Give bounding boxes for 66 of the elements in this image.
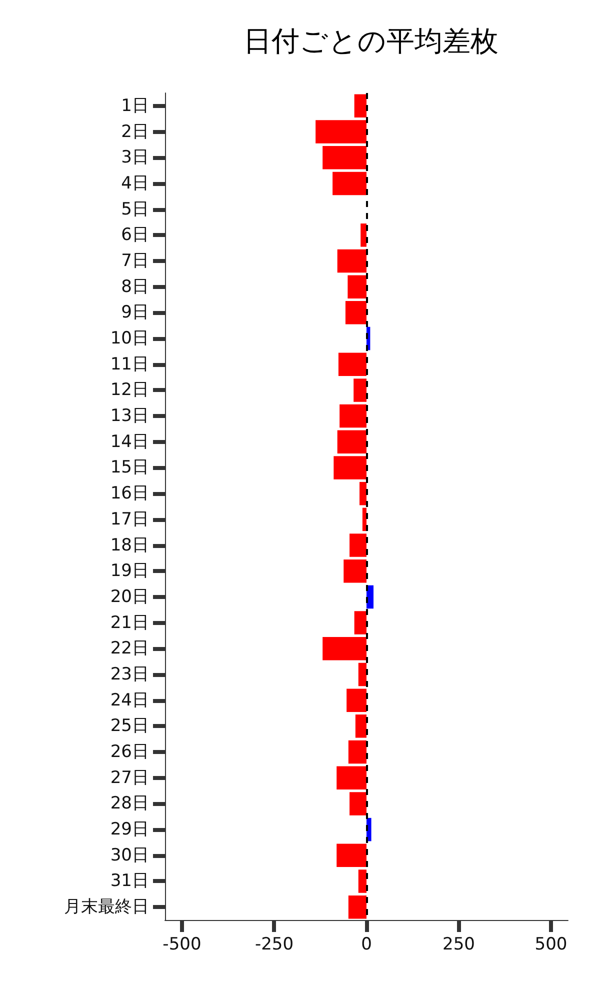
bar	[354, 378, 366, 402]
y-tick-label: 11日	[110, 354, 149, 374]
y-tick-label: 10日	[110, 328, 149, 349]
bar	[359, 482, 366, 506]
bar	[346, 688, 366, 712]
y-tick-label: 6日	[121, 225, 149, 246]
bar	[316, 120, 366, 144]
bar	[350, 792, 366, 816]
y-tick-label: 29日	[110, 820, 149, 840]
y-tick-label: 25日	[110, 716, 149, 736]
y-tick-label: 2日	[121, 122, 149, 142]
x-tick-label: 500	[534, 934, 568, 954]
y-tick-label: 4日	[121, 173, 149, 194]
y-tick-label: 14日	[110, 432, 149, 452]
bar	[358, 870, 366, 893]
bar	[337, 430, 366, 454]
x-tick-label: 250	[442, 934, 475, 954]
bar	[337, 249, 366, 273]
bar	[348, 275, 366, 298]
bar	[340, 404, 366, 428]
bar	[344, 559, 366, 583]
y-tick-label: 16日	[110, 484, 149, 504]
bar	[355, 714, 366, 738]
bar	[334, 456, 366, 480]
y-tick-label: 7日	[121, 250, 149, 271]
y-tick-label: 3日	[121, 148, 149, 168]
y-tick-label: 18日	[110, 535, 149, 556]
y-tick-label: 5日	[121, 199, 149, 220]
y-tick-label: 12日	[110, 380, 149, 400]
y-tick-label: 月末最終日	[64, 897, 149, 918]
y-tick-label: 1日	[121, 96, 149, 116]
y-tick-label: 17日	[110, 509, 149, 530]
y-tick-label: 24日	[110, 690, 149, 710]
bar	[348, 740, 366, 764]
bar	[345, 301, 366, 324]
x-tick-label: -500	[162, 934, 202, 954]
bar	[322, 146, 366, 170]
y-tick-label: 13日	[110, 406, 149, 426]
y-tick-label: 8日	[121, 276, 149, 297]
y-tick-label: 9日	[121, 302, 149, 323]
y-tick-label: 19日	[110, 561, 149, 582]
bar	[322, 637, 366, 660]
bar	[360, 224, 366, 247]
y-tick-label: 28日	[110, 794, 149, 814]
bar	[332, 172, 366, 196]
y-tick-label: 26日	[110, 742, 149, 762]
y-tick-label: 31日	[110, 871, 149, 892]
bar	[336, 844, 366, 868]
bar	[354, 611, 366, 634]
x-tick-label: -250	[254, 934, 294, 954]
bar	[348, 895, 366, 919]
chart-title: 日付ごとの平均差枚	[244, 24, 498, 58]
y-tick-label: 23日	[110, 664, 149, 684]
y-tick-label: 20日	[110, 586, 149, 607]
x-tick-label: 0	[361, 934, 372, 954]
bar	[362, 508, 366, 532]
bar	[354, 94, 366, 118]
y-tick-label: 21日	[110, 612, 149, 633]
y-tick-label: 30日	[110, 845, 149, 866]
bar	[338, 352, 366, 376]
y-tick-label: 27日	[110, 768, 149, 788]
bar	[336, 766, 366, 790]
y-tick-label: 15日	[110, 458, 149, 478]
bar	[358, 662, 366, 686]
y-tick-label: 22日	[110, 638, 149, 659]
bar	[350, 534, 366, 557]
